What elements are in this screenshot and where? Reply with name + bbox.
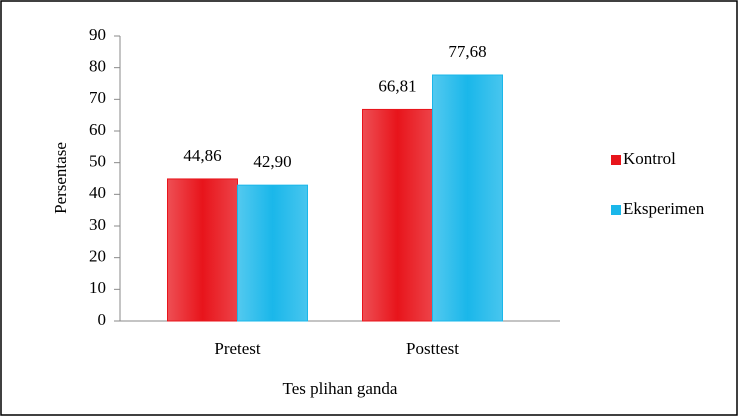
x-tick-label: Pretest: [214, 339, 261, 358]
y-tick-label: 60: [89, 120, 106, 139]
y-tick-label: 30: [89, 215, 106, 234]
value-label: 44,86: [183, 146, 221, 165]
value-label: 66,81: [378, 76, 416, 95]
bar: [167, 178, 238, 322]
legend-label: Eksperimen: [623, 199, 705, 218]
bar: [432, 74, 503, 322]
bar: [237, 184, 308, 322]
value-label: 77,68: [448, 42, 486, 61]
y-tick-label: 70: [89, 88, 106, 107]
legend-label: Kontrol: [623, 149, 676, 168]
y-tick-label: 90: [89, 25, 106, 44]
legend-swatch: [611, 155, 621, 165]
y-tick-label: 80: [89, 57, 106, 76]
y-tick-label: 50: [89, 152, 106, 171]
legend-swatch: [611, 205, 621, 215]
x-tick-label: Posttest: [406, 339, 459, 358]
y-tick-label: 20: [89, 247, 106, 266]
bar: [362, 108, 433, 322]
y-axis-label: Persentase: [51, 142, 70, 214]
value-label: 42,90: [253, 152, 291, 171]
y-tick-label: 40: [89, 183, 106, 202]
y-tick-label: 0: [98, 310, 107, 329]
y-tick-label: 10: [89, 278, 106, 297]
x-axis-label: Tes plihan ganda: [283, 379, 398, 398]
